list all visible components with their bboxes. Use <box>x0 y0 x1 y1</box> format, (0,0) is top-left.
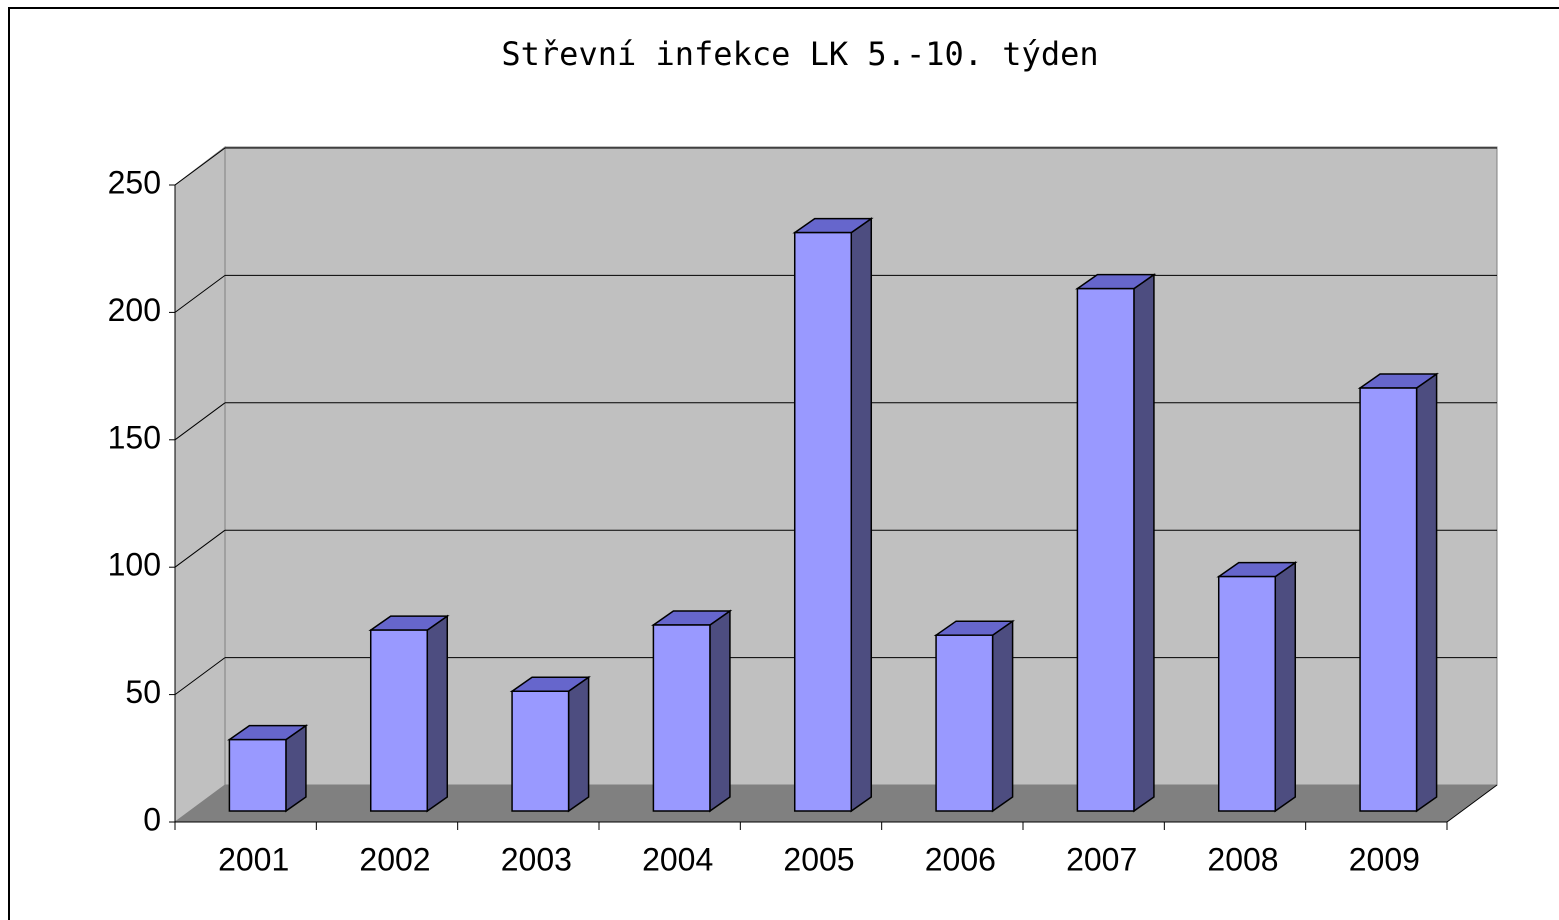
bar-side <box>426 614 449 813</box>
bar <box>1217 575 1277 812</box>
x-tick-label: 2007 <box>1066 841 1137 877</box>
bar-side <box>709 609 731 813</box>
x-tick-label: 2005 <box>783 841 854 877</box>
bar <box>228 738 287 812</box>
bar-side <box>991 619 1014 813</box>
y-tick-label: 200 <box>108 292 161 328</box>
bar-side <box>850 217 873 813</box>
y-tick-label: 250 <box>108 164 161 200</box>
y-tick-label: 50 <box>125 674 161 710</box>
x-tick-label: 2008 <box>1207 841 1278 877</box>
x-tick-label: 2003 <box>501 841 572 877</box>
x-tick-label: 2002 <box>359 841 430 877</box>
x-tick-label: 2001 <box>218 841 289 877</box>
grid-line <box>174 274 226 313</box>
chart-title: Střevní infekce LK 5.-10. týden <box>501 35 1098 73</box>
y-tick-label: 150 <box>108 419 161 455</box>
side-wall <box>174 145 226 823</box>
bar <box>369 629 429 812</box>
grid-line <box>174 657 226 696</box>
bar <box>652 624 711 812</box>
grid-line <box>174 529 226 568</box>
x-tick-label: 2009 <box>1349 841 1420 877</box>
floor-edge <box>1446 784 1498 823</box>
grid-line <box>174 402 226 441</box>
x-tick-label: 2004 <box>642 841 713 877</box>
bar-side <box>1274 561 1297 813</box>
y-tick-label: 0 <box>143 801 161 837</box>
bar-side <box>1415 372 1438 813</box>
bar <box>793 231 853 812</box>
bar <box>511 690 570 812</box>
bar-side <box>1133 273 1155 813</box>
x-tick-label: 2006 <box>925 841 996 877</box>
bar <box>1076 287 1135 812</box>
bar <box>1359 387 1418 812</box>
bar-side <box>567 675 590 813</box>
y-tick-label: 100 <box>108 547 161 583</box>
grid-line <box>174 147 226 186</box>
bar <box>935 634 994 812</box>
